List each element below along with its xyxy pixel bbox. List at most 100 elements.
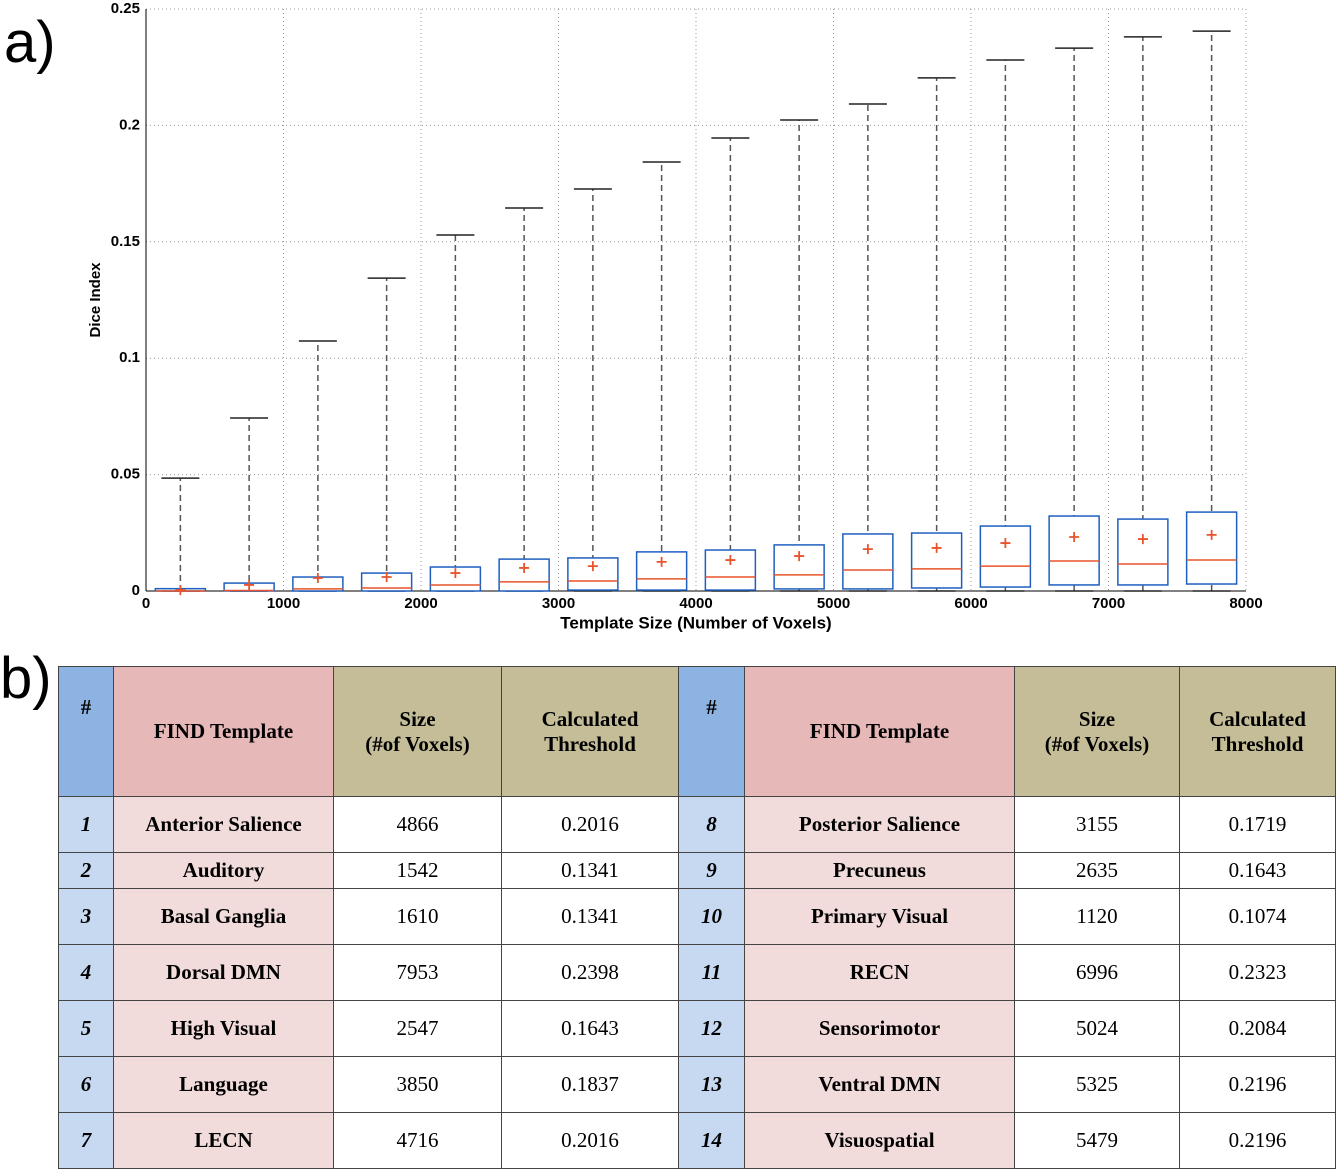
table-cell: Anterior Salience	[113, 796, 334, 853]
y-tick-label: 0.15	[111, 233, 140, 250]
table-cell: 5479	[1014, 1112, 1180, 1169]
y-tick-label: 0.1	[119, 349, 140, 366]
box	[1048, 515, 1100, 586]
table-cell: 9	[678, 852, 745, 889]
panel-label: b)	[0, 646, 52, 711]
table-cell: Primary Visual	[744, 888, 1015, 945]
table-cell: 1120	[1014, 888, 1180, 945]
table-cell: Sensorimotor	[744, 1000, 1015, 1057]
column-header: FIND Template	[113, 666, 334, 797]
table-cell: 3155	[1014, 796, 1180, 853]
column-header: #	[58, 666, 114, 797]
table-cell: 0.1074	[1179, 888, 1336, 945]
table-cell: 0.1719	[1179, 796, 1336, 853]
x-tick-label: 3000	[542, 595, 575, 612]
table-cell: Basal Ganglia	[113, 888, 334, 945]
x-axis-label: Template Size (Number of Voxels)	[560, 613, 831, 632]
mean	[312, 572, 323, 583]
table-cell: 0.2016	[501, 1112, 679, 1169]
mean	[1137, 534, 1148, 545]
y-tick-label: 0	[132, 582, 140, 599]
table-cell: 4	[58, 944, 114, 1001]
table-cell: 0.1643	[1179, 852, 1336, 889]
table-cell: 0.1837	[501, 1056, 679, 1113]
box	[773, 544, 825, 590]
table-cell: 4866	[333, 796, 502, 853]
table-row: 3 Basal Ganglia 1610 0.1341 10 Primary Visual…	[58, 888, 1336, 945]
table-cell: 0.1341	[501, 852, 679, 889]
table-cell: 12	[678, 1000, 745, 1057]
x-tick-label: 4000	[679, 595, 712, 612]
table-cell: 4716	[333, 1112, 502, 1169]
table-cell: 0.2196	[1179, 1112, 1336, 1169]
table-row: 1 Anterior Salience 4866 0.2016 8 Posterior S…	[58, 796, 1336, 853]
table-cell: 6996	[1014, 944, 1180, 1001]
mean	[587, 561, 598, 572]
mean	[381, 572, 392, 583]
table-cell: 0.1341	[501, 888, 679, 945]
mean	[1206, 529, 1217, 540]
table-cell: High Visual	[113, 1000, 334, 1057]
table-cell: 5024	[1014, 1000, 1180, 1057]
box	[1185, 511, 1238, 585]
table-cell: 1542	[333, 852, 502, 889]
table-cell: Language	[113, 1056, 334, 1113]
table-cell: 7953	[333, 944, 502, 1001]
table-row: 7 LECN 4716 0.2016 14 Visuospatial 5479 0.2196	[58, 1112, 1336, 1169]
column-header: Size (#of Voxels)	[333, 666, 502, 797]
table-cell: 3850	[333, 1056, 502, 1113]
mean	[450, 568, 461, 579]
table-cell: Dorsal DMN	[113, 944, 334, 1001]
y-axis-label: Dice Index	[87, 262, 104, 338]
table-cell: Ventral DMN	[744, 1056, 1015, 1113]
table-cell: 11	[678, 944, 745, 1001]
table-cell: 0.2398	[501, 944, 679, 1001]
column-header: Size (#of Voxels)	[1014, 666, 1180, 797]
table-cell: Posterior Salience	[744, 796, 1015, 853]
table-cell: 10	[678, 888, 745, 945]
y-tick-label: 0.2	[119, 116, 140, 133]
x-tick-label: 2000	[404, 595, 437, 612]
table-cell: Visuospatial	[744, 1112, 1015, 1169]
x-tick-label: 1000	[267, 595, 300, 612]
table-cell: Precuneus	[744, 852, 1015, 889]
mean	[862, 544, 873, 555]
box	[1117, 518, 1169, 586]
mean	[656, 556, 667, 567]
table-cell: Auditory	[113, 852, 334, 889]
box	[910, 532, 963, 589]
table-cell: 1610	[333, 888, 502, 945]
box	[635, 551, 688, 591]
mean	[794, 551, 805, 562]
table-cell: LECN	[113, 1112, 334, 1169]
table-cell: 0.2196	[1179, 1056, 1336, 1113]
table-cell: 2547	[333, 1000, 502, 1057]
mean	[725, 555, 736, 566]
table-cell: 3	[58, 888, 114, 945]
column-header: Calculated Threshold	[501, 666, 679, 797]
y-tick-label: 0.25	[111, 0, 140, 17]
table-row: 2 Auditory 1542 0.1341 9 Precuneus 2635 0.1643	[58, 852, 1336, 889]
mean	[1000, 538, 1011, 549]
table-cell: 6	[58, 1056, 114, 1113]
table-cell: 7	[58, 1112, 114, 1169]
template-table: # FIND Template Size (#of Voxels) Calculate…	[58, 666, 1336, 1169]
x-tick-label: 8000	[1229, 595, 1262, 612]
box	[842, 533, 894, 590]
column-header: Calculated Threshold	[1179, 666, 1336, 797]
table-cell: 8	[678, 796, 745, 853]
panel-label: a)	[4, 10, 56, 75]
chart: Dice Index Template Size (Number of Voxe…	[87, 0, 1263, 632]
table-row: 6 Language 3850 0.1837 13 Ventral DMN 5325 0.21…	[58, 1056, 1336, 1113]
table-cell: 1	[58, 796, 114, 853]
table-cell: 5	[58, 1000, 114, 1057]
mean	[175, 585, 186, 596]
y-tick-label: 0.05	[111, 466, 140, 483]
table-cell: 0.2016	[501, 796, 679, 853]
table-cell: 0.2084	[1179, 1000, 1336, 1057]
column-header: FIND Template	[744, 666, 1015, 797]
x-tick-label: 5000	[817, 595, 850, 612]
table-cell: 0.1643	[501, 1000, 679, 1057]
mean	[244, 579, 255, 590]
